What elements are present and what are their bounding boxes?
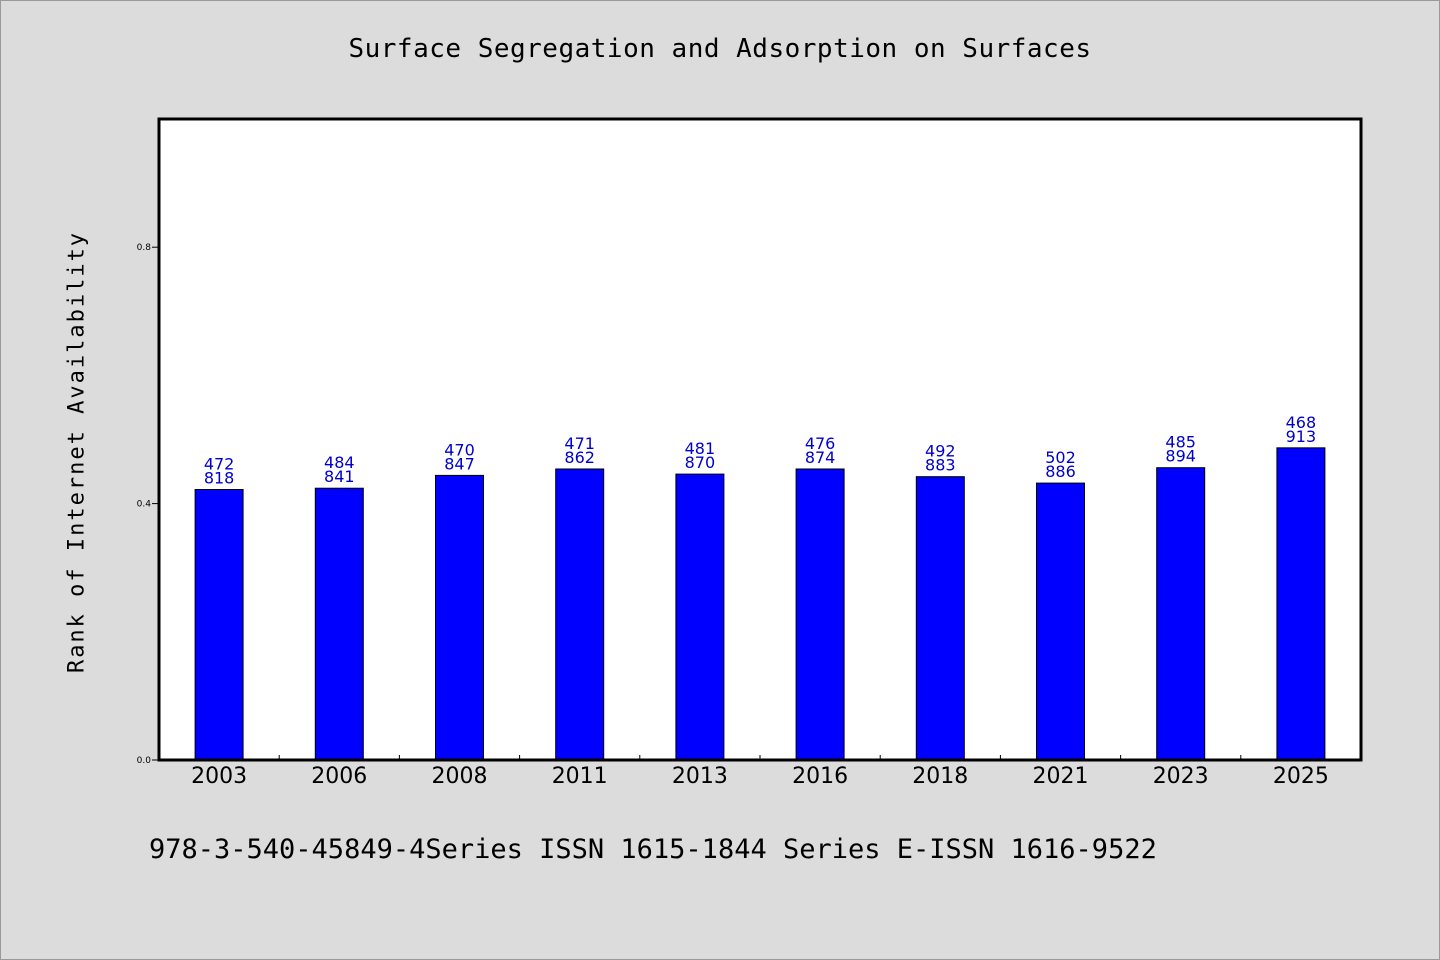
bar-label-bottom: 818 xyxy=(204,468,235,487)
bar-2011 xyxy=(555,468,605,761)
bar-label-bottom: 874 xyxy=(805,448,836,467)
bar-label-bottom: 883 xyxy=(925,456,956,475)
bar-label-bottom: 886 xyxy=(1045,462,1076,481)
bar-label-top: 485 xyxy=(1165,433,1196,452)
bar-label-top: 471 xyxy=(564,434,595,453)
bar-2016 xyxy=(795,468,845,761)
x-tick-label: 2021 xyxy=(1033,764,1089,789)
bar-2006 xyxy=(314,487,364,761)
x-tick-label: 2016 xyxy=(792,764,848,789)
bar-label-top: 481 xyxy=(685,439,716,458)
bar-label-top: 484 xyxy=(324,453,355,472)
y-tick-label: 0.8 xyxy=(137,243,152,253)
y-tick-label: 0.0 xyxy=(137,756,152,766)
bar-label-top: 472 xyxy=(204,454,235,473)
bar-label-bottom: 841 xyxy=(324,467,355,486)
bar-label-top: 468 xyxy=(1286,413,1317,432)
bar-label-top: 502 xyxy=(1045,448,1076,467)
x-tick-label: 2023 xyxy=(1153,764,1209,789)
bar-label-bottom: 847 xyxy=(444,454,475,473)
x-tick-label: 2006 xyxy=(311,764,367,789)
footer-text: 978-3-540-45849-4Series ISSN 1615-1844 S… xyxy=(149,834,1157,865)
bar-2018 xyxy=(915,476,965,761)
bar-label-bottom: 862 xyxy=(564,448,595,467)
bar-label-bottom: 894 xyxy=(1165,447,1196,466)
bar-label-bottom: 913 xyxy=(1286,427,1317,446)
bar-2003 xyxy=(194,488,244,761)
x-tick-label: 2025 xyxy=(1273,764,1329,789)
x-tick-label: 2011 xyxy=(552,764,608,789)
plot-border xyxy=(157,117,1363,762)
bar-label-bottom: 870 xyxy=(685,453,716,472)
bar-label-top: 476 xyxy=(805,434,836,453)
x-tick-label: 2013 xyxy=(672,764,728,789)
chart-title: Surface Segregation and Adsorption on Su… xyxy=(348,34,1092,64)
x-tick-label: 2018 xyxy=(912,764,968,789)
bar-2025 xyxy=(1276,447,1326,761)
y-tick-label: 0.4 xyxy=(137,500,152,510)
bar-label-top: 470 xyxy=(444,440,475,459)
x-tick-label: 2008 xyxy=(432,764,488,789)
x-tick-label: 2003 xyxy=(191,764,247,789)
bar-2008 xyxy=(435,474,484,761)
bar-label-top: 492 xyxy=(925,442,956,461)
bar-2021 xyxy=(1036,482,1085,761)
bar-2013 xyxy=(675,473,725,761)
bar-2023 xyxy=(1156,467,1206,761)
